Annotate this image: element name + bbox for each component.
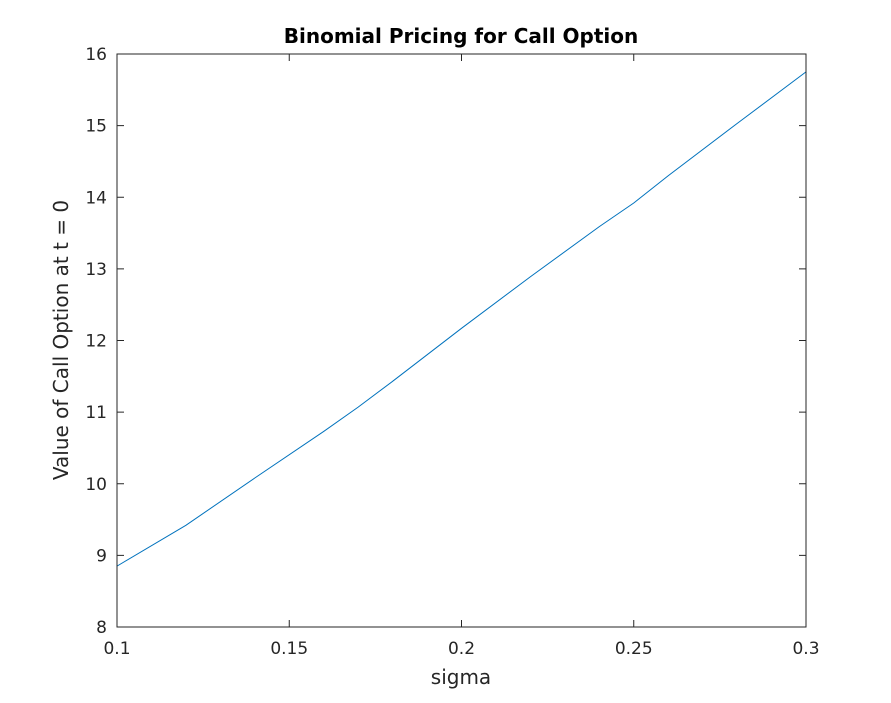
- y-tick-label: 8: [96, 618, 107, 638]
- y-axis-ticks: 8 9 10 11 12 13 14 15 16: [85, 45, 806, 638]
- x-tick-label: 0.1: [103, 639, 130, 659]
- x-axis-label: sigma: [431, 665, 491, 689]
- y-tick-label: 9: [96, 546, 107, 566]
- y-axis-label: Value of Call Option at t = 0: [49, 200, 73, 480]
- y-tick-label: 13: [85, 260, 107, 280]
- series-line: [116, 71, 807, 567]
- axes-box: [116, 53, 807, 628]
- x-axis-ticks: 0.1 0.15 0.2 0.25 0.3: [103, 54, 820, 659]
- x-tick-label: 0.15: [270, 639, 308, 659]
- y-tick-label: 10: [85, 475, 107, 495]
- x-tick-label: 0.25: [615, 639, 653, 659]
- plot-area: [117, 54, 806, 627]
- x-tick-label: 0.2: [448, 639, 475, 659]
- y-tick-label: 15: [85, 117, 107, 137]
- chart-title: Binomial Pricing for Call Option: [284, 24, 639, 48]
- y-tick-label: 14: [85, 188, 107, 208]
- x-tick-label: 0.3: [792, 639, 819, 659]
- y-tick-label: 12: [85, 332, 107, 352]
- y-tick-label: 11: [85, 403, 107, 423]
- y-tick-label: 16: [85, 45, 107, 65]
